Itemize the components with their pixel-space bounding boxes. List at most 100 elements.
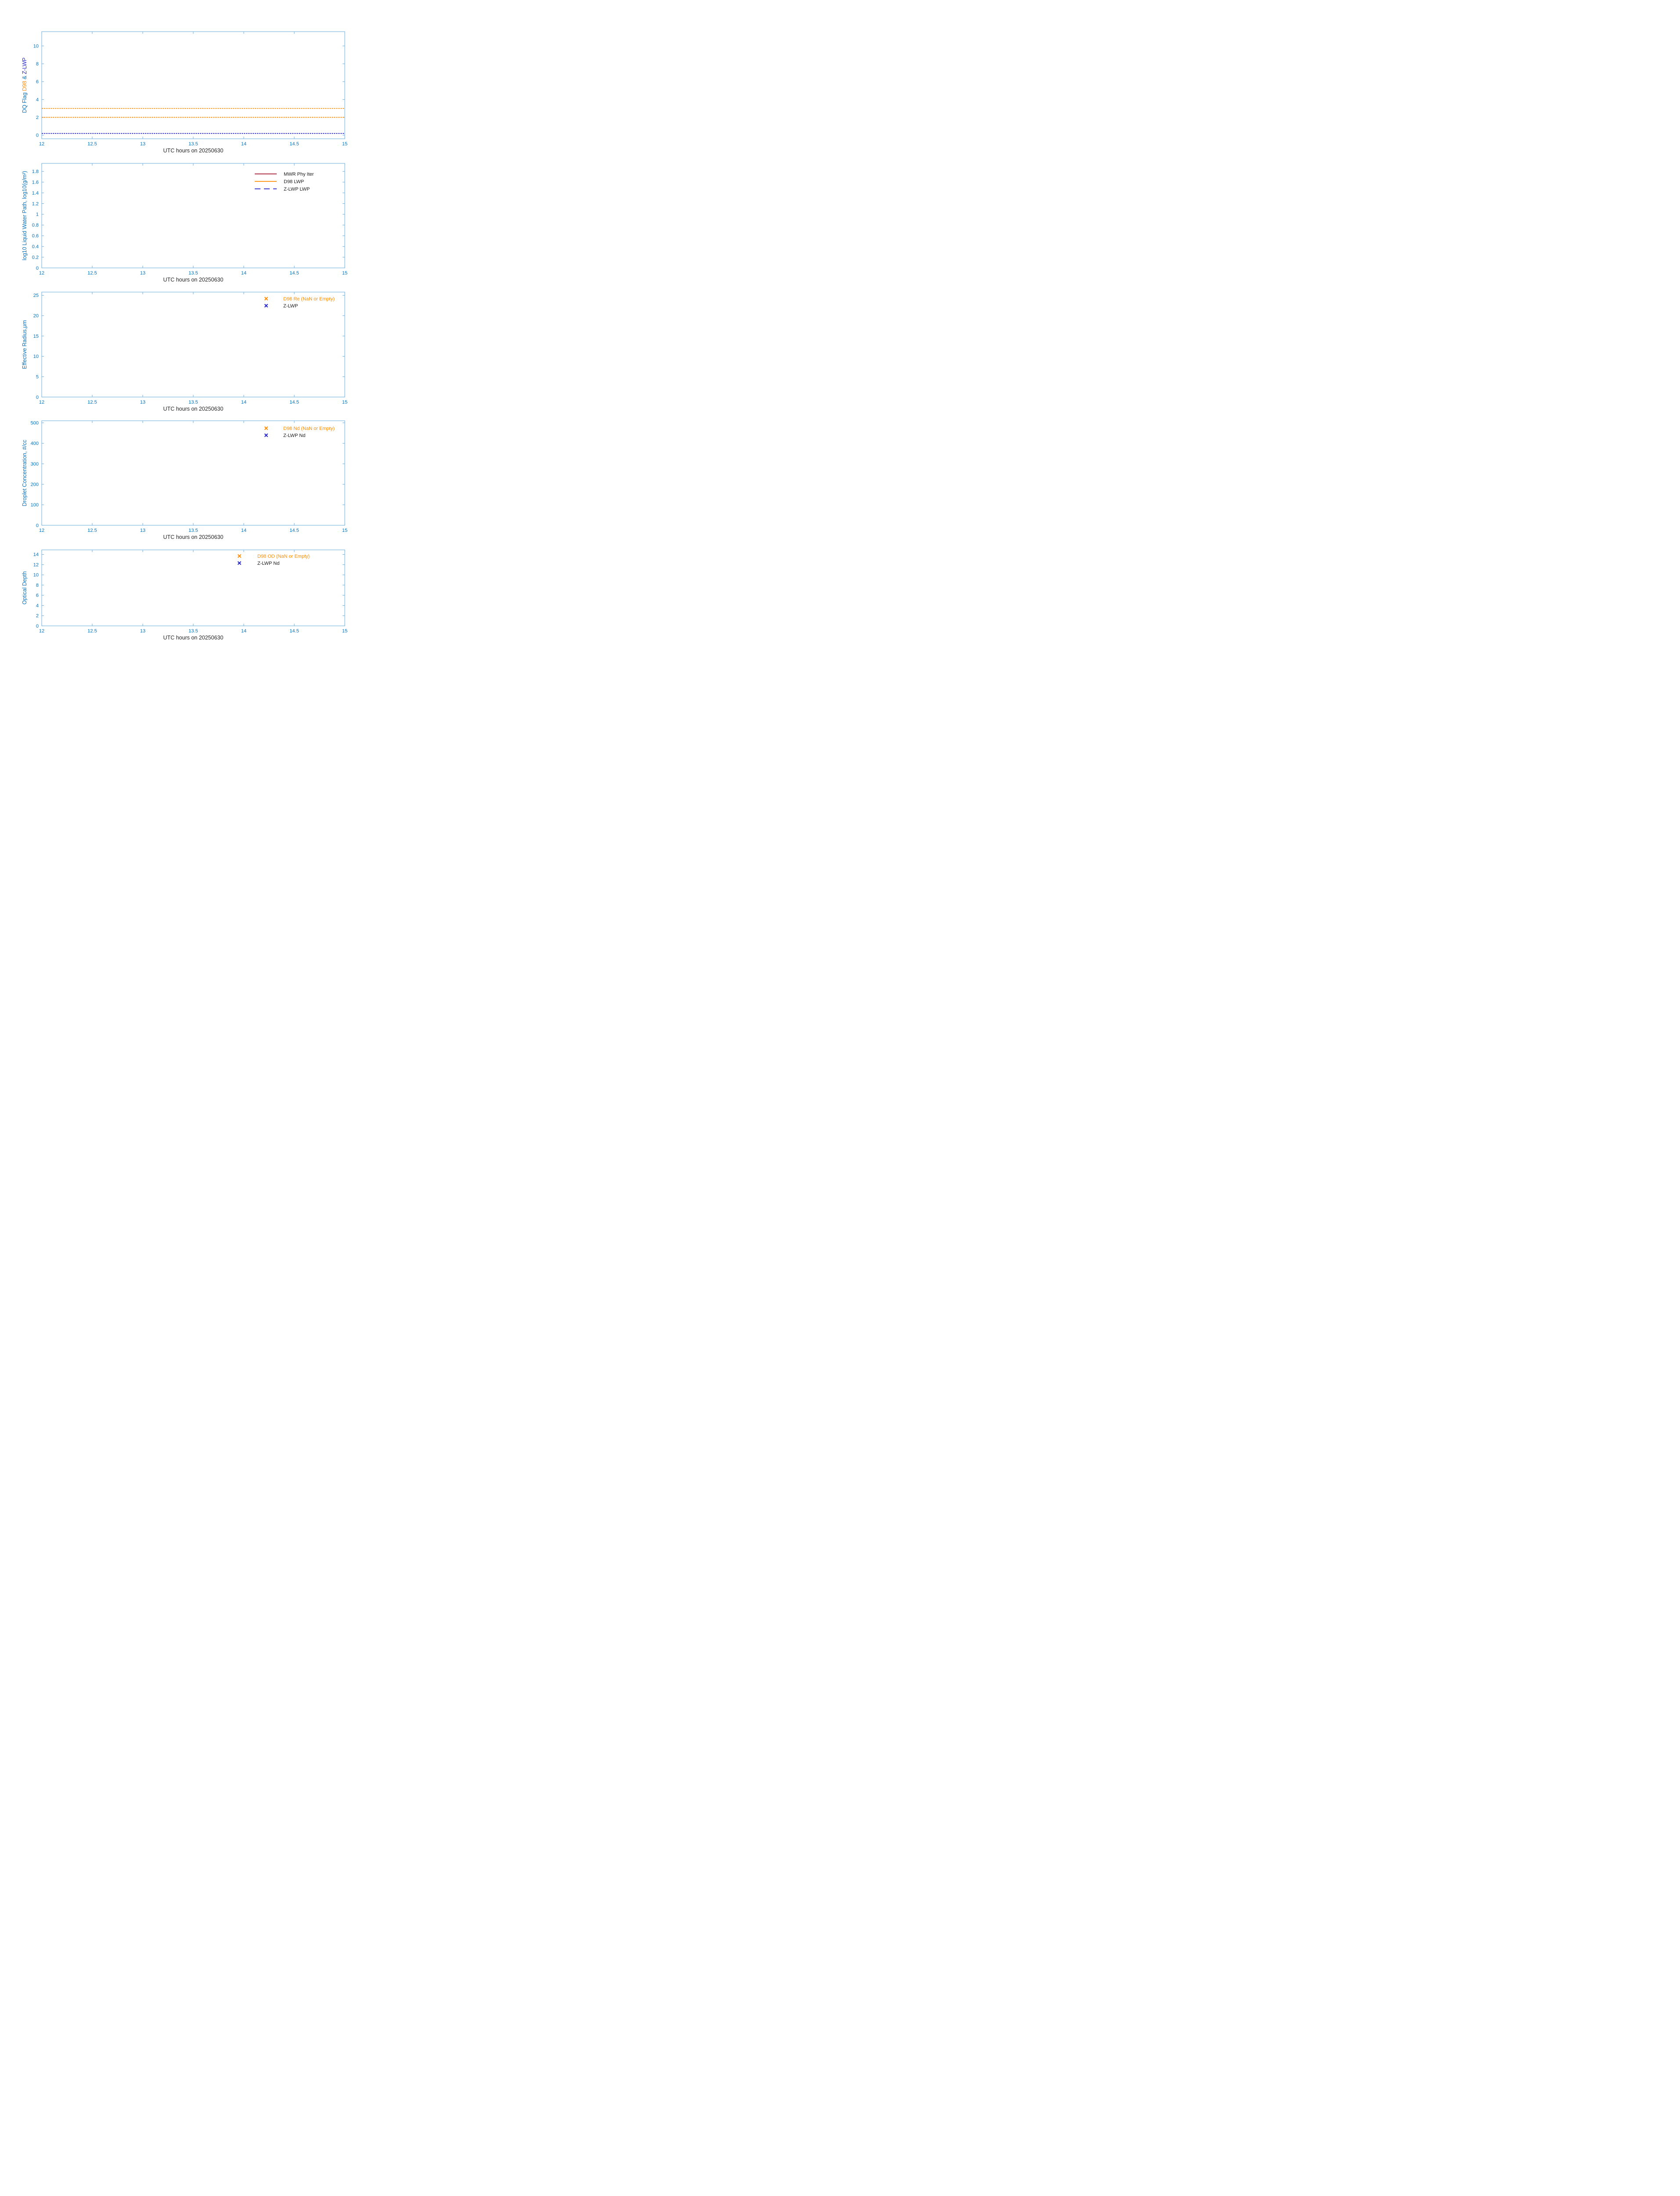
y-tick-label: 500 bbox=[31, 420, 39, 426]
legend-x-marker-icon bbox=[237, 561, 242, 565]
x-tick-label: 12 bbox=[39, 628, 44, 634]
y-tick-label: 5 bbox=[36, 374, 39, 379]
legend-label: D98 Re (NaN or Empty) bbox=[283, 296, 335, 302]
axes-box bbox=[41, 292, 345, 397]
y-axis-label: Optical Depth bbox=[22, 571, 28, 605]
x-tick-label: 15 bbox=[342, 628, 347, 634]
x-tick-label: 12.5 bbox=[87, 528, 97, 533]
axes-box bbox=[41, 549, 345, 626]
x-tick-label: 12.5 bbox=[87, 271, 97, 276]
y-tick-label: 200 bbox=[31, 482, 39, 487]
plot-optical-depth: 12 12.5 13 13.5 14 14.5 15 0 2 4 6 8 10 12 14 UTC hours… bbox=[22, 549, 347, 641]
y-tick-label: 12 bbox=[33, 562, 39, 567]
legend-x-marker-icon bbox=[264, 433, 268, 437]
y-tick-label: 10 bbox=[33, 573, 39, 578]
y-axis-label: Droplet Concentration, #/cc bbox=[22, 440, 28, 506]
x-tick-label: 14.5 bbox=[289, 528, 299, 533]
x-tick-label: 13.5 bbox=[188, 628, 198, 634]
y-tick-label: 0 bbox=[36, 133, 39, 138]
y-tick-label: 6 bbox=[36, 593, 39, 598]
x-tick-label: 14.5 bbox=[289, 271, 299, 276]
y-tick-label: 4 bbox=[36, 97, 39, 102]
legend-label: D98 Nd (NaN or Empty) bbox=[283, 426, 335, 431]
y-tick-label: 1.8 bbox=[32, 169, 39, 174]
x-tick-label: 12 bbox=[39, 141, 44, 147]
x-tick-label: 14 bbox=[241, 271, 246, 276]
y-tick-label: 0.2 bbox=[32, 255, 39, 260]
legend-x-marker-icon bbox=[264, 426, 268, 430]
y-tick-label: 2 bbox=[36, 115, 39, 120]
x-tick-label: 12 bbox=[39, 271, 44, 276]
y-tick-label: 100 bbox=[31, 502, 39, 508]
x-axis-label: UTC hours on 20250630 bbox=[163, 148, 224, 154]
x-tick-label: 13 bbox=[140, 141, 145, 147]
x-tick-label: 15 bbox=[342, 400, 347, 405]
y-tick-label: 0.4 bbox=[32, 244, 39, 249]
y-tick-label: 20 bbox=[33, 314, 39, 319]
y-tick-label: 0 bbox=[36, 395, 39, 400]
y-tick-label: 6 bbox=[36, 79, 39, 85]
plot-droplet-concentration: 12 12.5 13 13.5 14 14.5 15 0 100 200 300 400 500 UTC … bbox=[22, 420, 347, 540]
y-tick-label: 8 bbox=[36, 583, 39, 588]
y-tick-label: 1.6 bbox=[32, 180, 39, 185]
y-tick-label: 0.8 bbox=[32, 223, 39, 228]
x-tick-label: 13.5 bbox=[188, 528, 198, 533]
quicklook-figure-page: 12 12.5 13 13.5 14 14.5 15 0 2 4 6 8 10 UTC hours on … bbox=[0, 0, 420, 659]
legend-x-marker-icon bbox=[264, 303, 268, 308]
y-tick-label: 0 bbox=[36, 624, 39, 629]
legend-label: Z-LWP Nd bbox=[283, 433, 305, 438]
x-tick-label: 12 bbox=[39, 400, 44, 405]
x-tick-label: 14 bbox=[241, 528, 246, 533]
y-tick-label: 10 bbox=[33, 354, 39, 359]
x-tick-label: 14.5 bbox=[289, 141, 299, 147]
y-axis-label: DQ Flag D98 & Z-LWP bbox=[22, 58, 28, 113]
y-tick-label: 10 bbox=[33, 43, 39, 49]
y-tick-label: 0.6 bbox=[32, 234, 39, 239]
legend-x-marker-icon bbox=[264, 296, 268, 301]
axes-box bbox=[41, 31, 345, 139]
y-tick-label: 0 bbox=[36, 266, 39, 271]
legend-x-marker-icon bbox=[237, 554, 242, 558]
x-tick-label: 13.5 bbox=[188, 141, 198, 147]
legend-label: D98 LWP bbox=[284, 179, 304, 184]
x-tick-label: 13.5 bbox=[188, 400, 198, 405]
x-tick-label: 12.5 bbox=[87, 141, 97, 147]
x-tick-label: 14.5 bbox=[289, 400, 299, 405]
x-tick-label: 12.5 bbox=[87, 400, 97, 405]
legend-label: D98 OD (NaN or Empty) bbox=[257, 554, 310, 559]
x-tick-label: 14 bbox=[241, 141, 246, 147]
plot-liquid-water-path: 12 12.5 13 13.5 14 14.5 15 0 0.2 0.4 0.6 0.8 1 1.2 1.4… bbox=[22, 163, 347, 283]
legend-label: Z-LWP LWP bbox=[284, 187, 310, 192]
x-tick-label: 14 bbox=[241, 628, 246, 634]
y-tick-label: 2 bbox=[36, 614, 39, 619]
x-tick-label: 13 bbox=[140, 400, 145, 405]
x-axis-label: UTC hours on 20250630 bbox=[163, 406, 224, 412]
plot-effective-radius: 12 12.5 13 13.5 14 14.5 15 0 5 10 15 20 25 UTC hours … bbox=[22, 292, 347, 412]
y-tick-label: 15 bbox=[33, 334, 39, 339]
y-tick-label: 400 bbox=[31, 441, 39, 446]
legend-label: MWR Phy Iter bbox=[284, 172, 314, 177]
x-tick-label: 15 bbox=[342, 271, 347, 276]
x-tick-label: 15 bbox=[342, 141, 347, 147]
y-tick-label: 8 bbox=[36, 61, 39, 67]
x-tick-label: 12.5 bbox=[87, 628, 97, 634]
x-tick-label: 13 bbox=[140, 528, 145, 533]
y-axis-label: log10 Liquid Water Path, log10(g/m²) bbox=[22, 171, 28, 260]
x-tick-label: 15 bbox=[342, 528, 347, 533]
legend-label: Z-LWP bbox=[283, 303, 298, 309]
y-tick-label: 0 bbox=[36, 523, 39, 528]
y-axis-label: Effective Radius,μm bbox=[22, 320, 28, 369]
y-tick-label: 1.4 bbox=[32, 191, 39, 196]
plot-dq-flag: 12 12.5 13 13.5 14 14.5 15 0 2 4 6 8 10 UTC hours on … bbox=[22, 31, 347, 154]
x-tick-label: 14.5 bbox=[289, 628, 299, 634]
x-tick-label: 13 bbox=[140, 271, 145, 276]
y-tick-label: 25 bbox=[33, 293, 39, 298]
x-tick-label: 14 bbox=[241, 400, 246, 405]
x-axis-label: UTC hours on 20250630 bbox=[163, 534, 224, 540]
x-tick-label: 12 bbox=[39, 528, 44, 533]
y-tick-label: 1.2 bbox=[32, 201, 39, 206]
x-axis-label: UTC hours on 20250630 bbox=[163, 277, 224, 283]
y-tick-label: 300 bbox=[31, 462, 39, 467]
y-tick-label: 1 bbox=[36, 212, 39, 217]
